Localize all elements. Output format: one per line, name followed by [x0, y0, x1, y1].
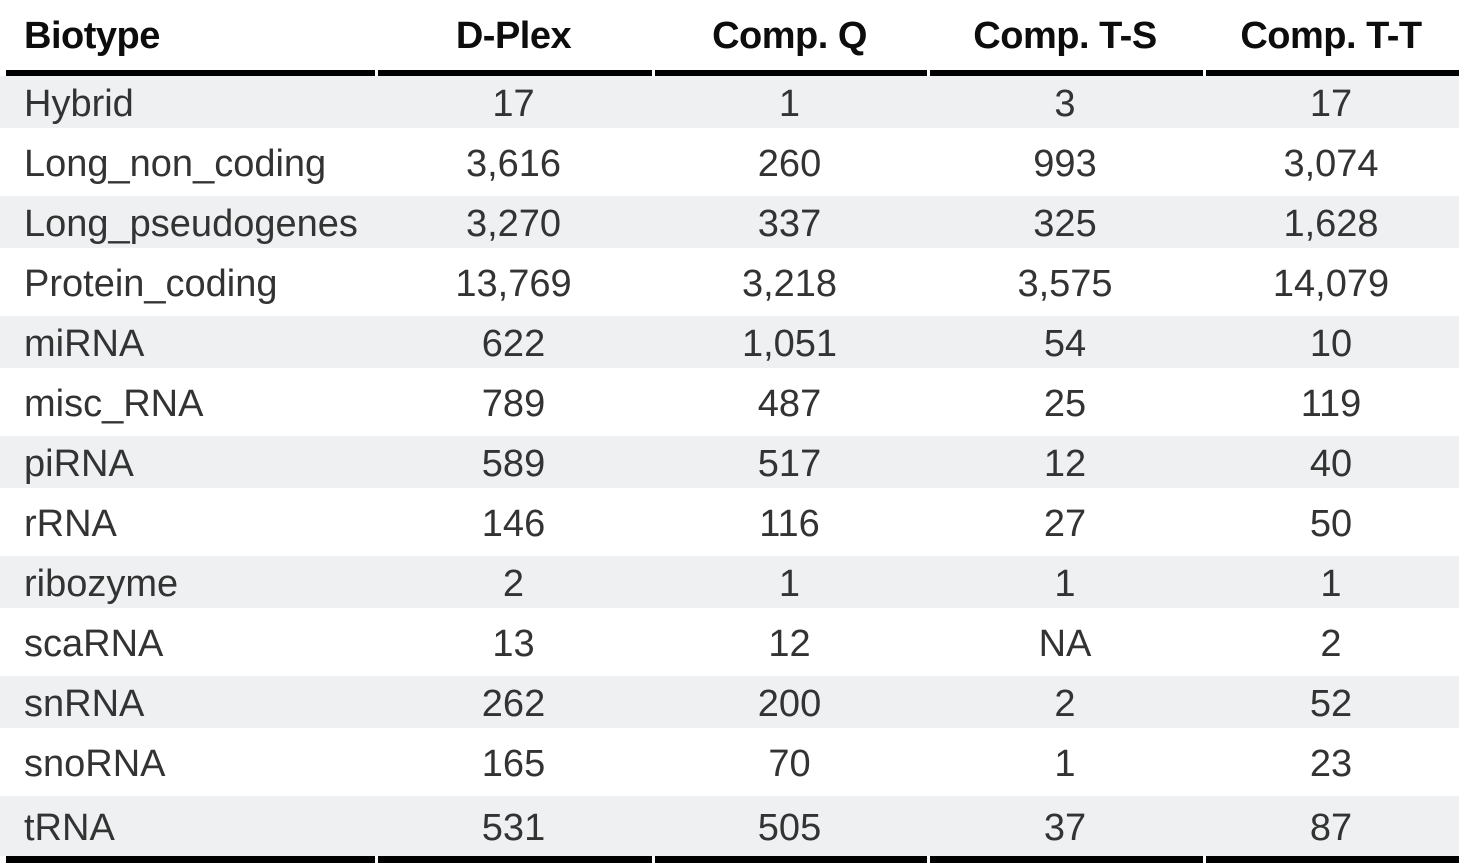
biotype-cell: tRNA: [24, 806, 115, 849]
value-cell: 200: [757, 682, 822, 725]
table-row: Hybrid 17 1 3 17: [0, 76, 1459, 136]
table-row: tRNA 531 505 37 87: [0, 796, 1459, 856]
value-cell: 3: [1054, 82, 1076, 125]
value-cell: 50: [1309, 502, 1353, 545]
bottom-rule: [6, 856, 1459, 863]
rule-segment: [6, 70, 375, 76]
table-header-row: Biotype D-Plex Comp. Q Comp. T-S Comp. T…: [0, 0, 1459, 70]
rule-segment: [927, 70, 1203, 76]
biotype-cell: ribozyme: [24, 562, 179, 605]
value-cell: 487: [757, 382, 822, 425]
table-row: ribozyme 2 1 1 1: [0, 556, 1459, 616]
column-header-comp-q: Comp. Q: [712, 14, 867, 57]
table-row: rRNA 146 116 27 50: [0, 496, 1459, 556]
value-cell: 505: [757, 806, 822, 849]
value-cell: 13: [492, 622, 535, 665]
table-row: miRNA 622 1,051 54 10: [0, 316, 1459, 376]
value-cell: 70: [768, 742, 811, 785]
value-cell: 17: [1309, 82, 1353, 125]
value-cell: 146: [481, 502, 546, 545]
value-cell: 13,769: [455, 262, 572, 305]
value-cell: 40: [1309, 442, 1353, 485]
biotype-cell: misc_RNA: [24, 382, 204, 425]
rule-segment: [927, 856, 1203, 863]
table-row: Long_non_coding 3,616 260 993 3,074: [0, 136, 1459, 196]
table-row: snoRNA 165 70 1 23: [0, 736, 1459, 796]
table-row: scaRNA 13 12 NA 2: [0, 616, 1459, 676]
value-cell: 1: [1320, 562, 1342, 605]
biotype-cell: Long_non_coding: [24, 142, 327, 185]
rule-segment: [652, 70, 927, 76]
value-cell: 87: [1309, 806, 1353, 849]
value-cell: 789: [481, 382, 546, 425]
value-cell: 37: [1043, 806, 1087, 849]
value-cell: 1,628: [1283, 202, 1379, 245]
value-cell: 25: [1043, 382, 1087, 425]
value-cell: 325: [1033, 202, 1097, 245]
biotype-cell: snoRNA: [24, 742, 166, 785]
biotype-cell: Protein_coding: [24, 262, 278, 305]
column-header-comp-t-t: Comp. T-T: [1240, 14, 1422, 57]
column-header-d-plex: D-Plex: [455, 14, 572, 57]
table-row: piRNA 589 517 12 40: [0, 436, 1459, 496]
value-cell: 14,079: [1272, 262, 1390, 305]
biotype-cell: rRNA: [24, 502, 117, 545]
value-cell: 1: [778, 562, 801, 605]
rule-segment: [1203, 70, 1459, 76]
value-cell: 23: [1309, 742, 1353, 785]
value-cell: 2: [1320, 622, 1342, 665]
value-cell: 589: [481, 442, 546, 485]
biotype-cell: snRNA: [24, 682, 145, 725]
value-cell: 517: [757, 442, 822, 485]
value-cell: 262: [481, 682, 546, 725]
value-cell: 993: [1033, 142, 1097, 185]
biotype-cell: scaRNA: [24, 622, 164, 665]
biotype-cell: Hybrid: [24, 82, 134, 125]
table-body: Hybrid 17 1 3 17 Long_non_coding 3,616 260 993 3,…: [0, 76, 1459, 856]
value-cell: 3,074: [1283, 142, 1379, 185]
value-cell: 3,218: [741, 262, 838, 305]
value-cell: 2: [502, 562, 525, 605]
value-cell: 17: [492, 82, 535, 125]
value-cell: 165: [481, 742, 546, 785]
value-cell: 1: [1054, 742, 1076, 785]
value-cell: 27: [1043, 502, 1087, 545]
rule-segment: [652, 856, 927, 863]
value-cell: 116: [759, 502, 820, 545]
biotype-cell: miRNA: [24, 322, 145, 365]
value-cell: 1: [778, 82, 801, 125]
column-header-biotype: Biotype: [24, 14, 160, 57]
value-cell: 3,575: [1017, 262, 1113, 305]
value-cell: 3,616: [465, 142, 562, 185]
header-rule: [6, 70, 1459, 76]
value-cell: 10: [1309, 322, 1353, 365]
rule-segment: [375, 856, 652, 863]
biotype-cell: piRNA: [24, 442, 134, 485]
value-cell: 260: [757, 142, 822, 185]
value-cell: 622: [481, 322, 546, 365]
value-cell: 3,270: [465, 202, 562, 245]
value-cell: NA: [1038, 622, 1092, 665]
value-cell: 2: [1054, 682, 1076, 725]
value-cell: 1: [1054, 562, 1076, 605]
table-row: misc_RNA 789 487 25 119: [0, 376, 1459, 436]
value-cell: 531: [481, 806, 546, 849]
table-row: Long_pseudogenes 3,270 337 325 1,628: [0, 196, 1459, 256]
value-cell: 12: [768, 622, 811, 665]
rule-segment: [1203, 856, 1459, 863]
value-cell: 54: [1043, 322, 1087, 365]
column-header-comp-t-s: Comp. T-S: [973, 14, 1157, 57]
rule-segment: [6, 856, 375, 863]
rule-segment: [375, 70, 652, 76]
value-cell: 52: [1309, 682, 1353, 725]
table-row: Protein_coding 13,769 3,218 3,575 14,079: [0, 256, 1459, 316]
value-cell: 1,051: [741, 322, 838, 365]
value-cell: 119: [1300, 382, 1362, 425]
table-row: snRNA 262 200 2 52: [0, 676, 1459, 736]
biotype-cell: Long_pseudogenes: [24, 202, 358, 245]
value-cell: 337: [757, 202, 822, 245]
value-cell: 12: [1043, 442, 1087, 485]
